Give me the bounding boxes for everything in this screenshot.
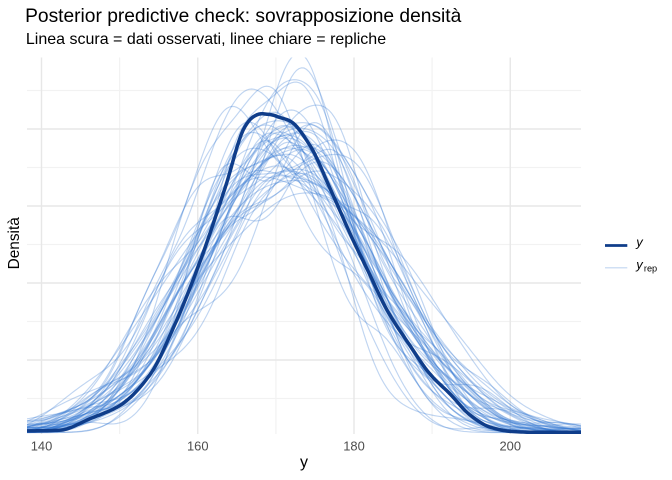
- svg-text:y: y: [300, 454, 308, 471]
- svg-text:200: 200: [499, 439, 521, 454]
- svg-text:140: 140: [31, 439, 53, 454]
- svg-text:y: y: [635, 257, 644, 272]
- svg-text:y: y: [635, 235, 644, 250]
- svg-text:Linea scura = dati osservati,: Linea scura = dati osservati, linee chia…: [26, 31, 386, 48]
- svg-text:160: 160: [187, 439, 209, 454]
- svg-text:180: 180: [343, 439, 365, 454]
- svg-text:rep: rep: [644, 263, 657, 273]
- svg-text:Posterior predictive check: so: Posterior predictive check: sovrapposizi…: [25, 6, 462, 27]
- svg-text:Densità: Densità: [6, 217, 23, 270]
